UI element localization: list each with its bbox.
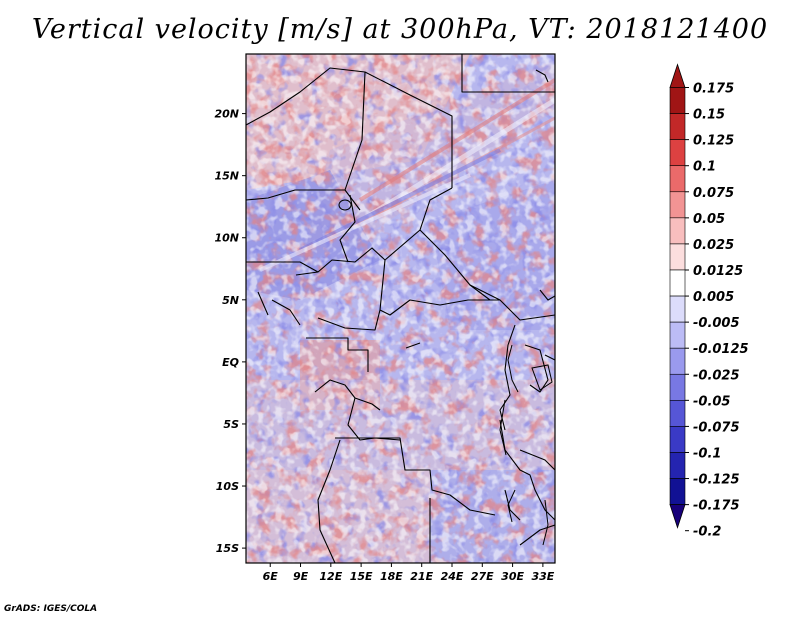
- lon-tick-label: 33E: [531, 570, 554, 583]
- lon-tick-label: 9E: [293, 570, 309, 583]
- colorbar-label: 0.075: [693, 186, 734, 201]
- map-frame: [245, 53, 556, 564]
- lat-tick-label: 5S: [223, 418, 239, 431]
- colorbar-label: -0.125: [693, 473, 740, 488]
- lake-victoria-outline: [531, 364, 553, 391]
- lake-malawi-outline: [542, 499, 549, 546]
- colorbar-segment: [669, 243, 686, 271]
- colorbar-label: -0.075: [693, 420, 740, 435]
- lat-tick-label: 10N: [214, 232, 239, 245]
- colorbar: 0.175 0.15 0.125 0.1 0.075 0.05 0.025 0.0125 0.0…: [669, 63, 749, 540]
- lat-tick-label: 10S: [216, 480, 239, 493]
- river-mark: [405, 342, 421, 349]
- lake-chad-outline: [338, 199, 352, 211]
- lon-tick-label: 27E: [471, 570, 494, 583]
- lon-tick-label: 21E: [410, 570, 433, 583]
- colorbar-label: 0.005: [693, 290, 734, 305]
- lake-albert-outline: [507, 344, 519, 393]
- longitude-axis: 6E 9E 12E 15E 18E 21E 24E 27E 30E 33E: [263, 563, 555, 583]
- colorbar-label: 0.1: [693, 160, 716, 175]
- latitude-axis: 20N 15N 10N 5N EQ 5S 10S 15S: [214, 108, 246, 555]
- colorbar-segment: [669, 426, 686, 453]
- colorbar-segment: [669, 269, 686, 297]
- colorbar-label: -0.2: [693, 525, 721, 540]
- colorbar-label: -0.175: [693, 499, 740, 514]
- colorbar-segment: [669, 373, 686, 401]
- lon-tick-label: 18E: [380, 570, 403, 583]
- colorbar-segment: [669, 347, 686, 375]
- colorbar-label: 0.175: [693, 82, 734, 97]
- colorbar-segment: [669, 217, 686, 245]
- lat-tick-label: 20N: [214, 108, 239, 121]
- map-title: Vertical velocity [m/s] at 300hPa, VT: 2…: [31, 14, 769, 45]
- lat-tick-label: EQ: [222, 356, 239, 369]
- grads-credit: GrADS: IGES/COLA: [4, 604, 98, 614]
- colorbar-label: -0.025: [693, 368, 740, 383]
- colorbar-segment: [669, 113, 686, 140]
- lat-tick-label: 15N: [214, 170, 239, 183]
- colorbar-label: 0.0125: [693, 264, 743, 279]
- colorbar-segment: [669, 295, 686, 323]
- lake-mweru-outline: [507, 489, 516, 523]
- lon-tick-label: 6E: [263, 570, 279, 583]
- colorbar-label: -0.1: [693, 446, 721, 461]
- lake-tanganyika-outline: [499, 399, 507, 456]
- lon-tick-label: 24E: [441, 570, 464, 583]
- colorbar-segment: [669, 400, 686, 427]
- lat-tick-label: 15S: [216, 542, 239, 555]
- lat-tick-label: 5N: [222, 294, 239, 307]
- colorbar-label: 0.025: [693, 238, 734, 253]
- lon-tick-label: 12E: [319, 570, 342, 583]
- colorbar-segment: [669, 478, 686, 505]
- colorbar-segment: [669, 87, 686, 114]
- colorbar-top-arrow: [669, 63, 686, 88]
- colorbar-label: -0.0125: [693, 342, 749, 357]
- velocity-field: [246, 54, 555, 563]
- colorbar-segment: [669, 191, 686, 219]
- colorbar-label: 0.05: [693, 212, 725, 227]
- colorbar-segment: [669, 321, 686, 349]
- colorbar-label: -0.005: [693, 316, 740, 331]
- colorbar-segment: [669, 452, 686, 479]
- colorbar-segment: [669, 139, 686, 167]
- lon-tick-label: 15E: [350, 570, 373, 583]
- lon-tick-label: 30E: [501, 570, 524, 583]
- colorbar-label: 0.125: [693, 134, 734, 149]
- colorbar-bottom-arrow: [669, 504, 686, 529]
- colorbar-label: -0.05: [693, 394, 730, 409]
- colorbar-segment: [669, 165, 686, 193]
- colorbar-label: 0.15: [693, 108, 725, 123]
